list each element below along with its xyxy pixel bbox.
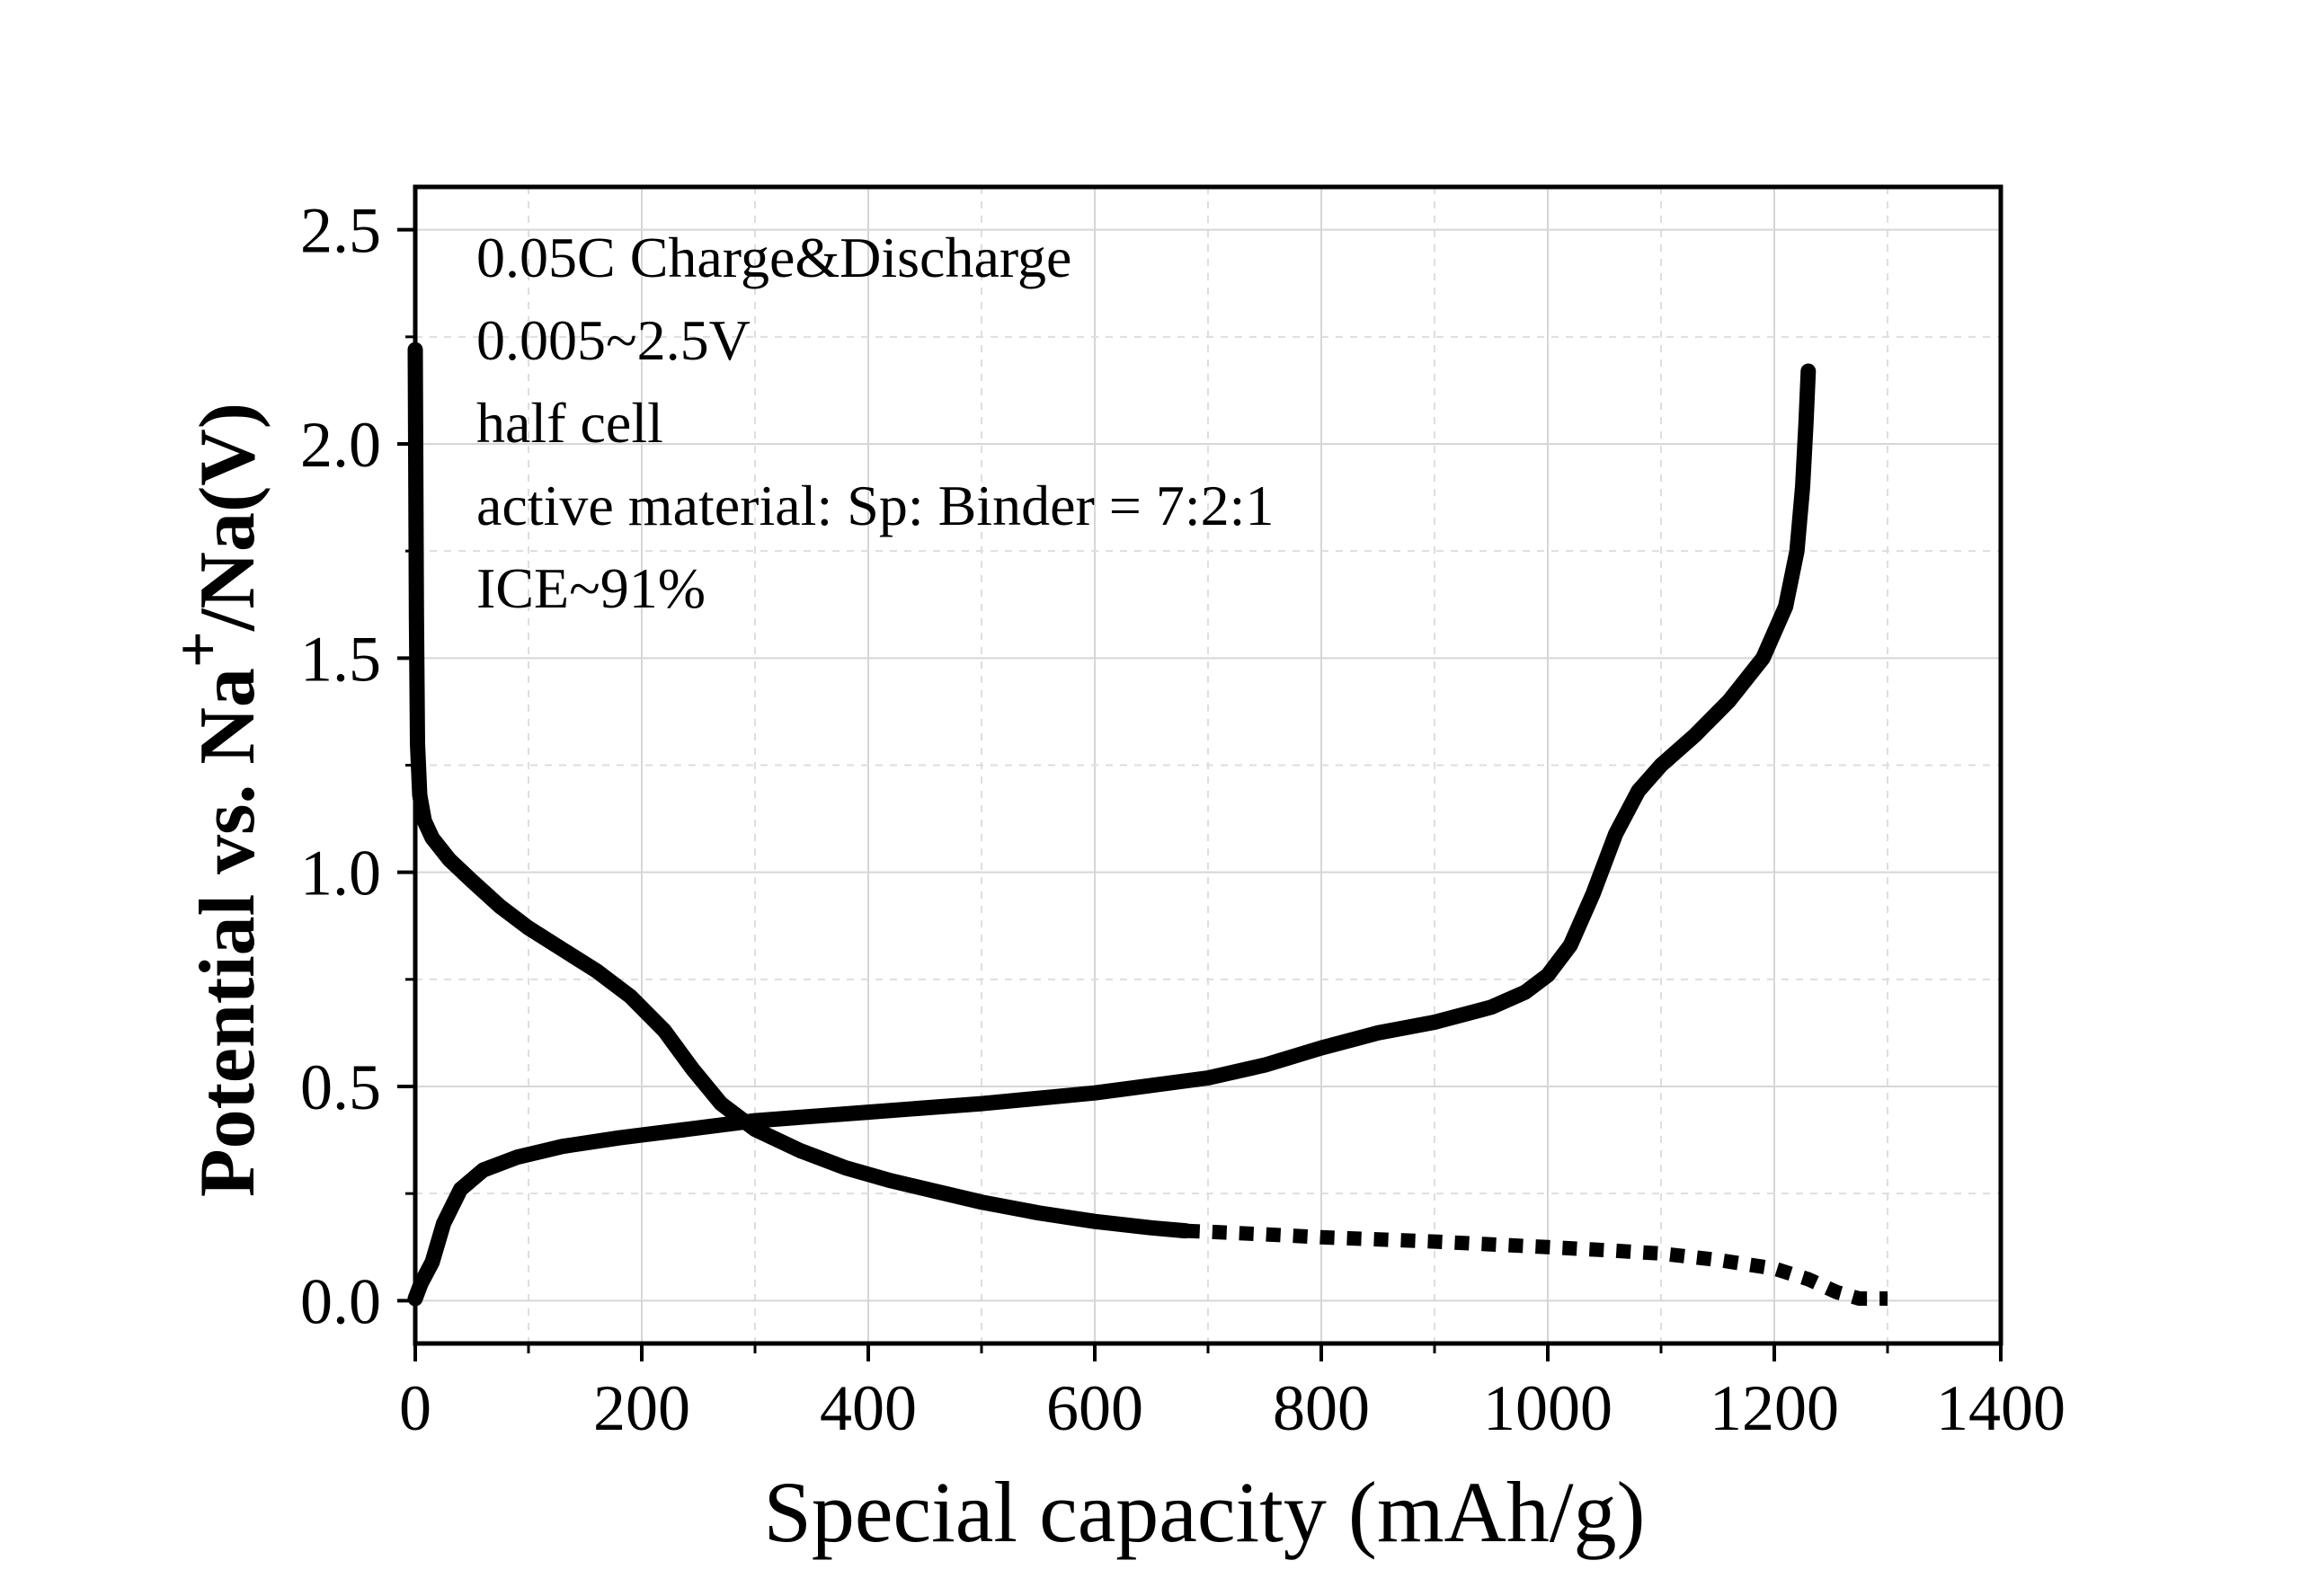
annotation-cell-type: half cell bbox=[476, 391, 663, 455]
y-tick-label: 0.5 bbox=[300, 1051, 381, 1123]
annotation-voltage-window: 0.005~2.5V bbox=[476, 308, 751, 372]
data-curve-1 bbox=[407, 341, 1194, 1239]
y-tick-label: 0.0 bbox=[300, 1265, 381, 1337]
data-curve-2 bbox=[1185, 1223, 1888, 1306]
x-tick-label: 1200 bbox=[1710, 1372, 1839, 1444]
annotation-ice: ICE~91% bbox=[476, 556, 706, 620]
y-axis-title-suffix: /Na(V) bbox=[184, 403, 271, 632]
x-tick-label: 400 bbox=[820, 1372, 917, 1444]
y-axis-title-prefix: Potential vs. Na bbox=[184, 668, 271, 1197]
x-tick-label: 200 bbox=[593, 1372, 690, 1444]
grid-layer bbox=[415, 187, 2001, 1343]
tick-layer bbox=[397, 227, 2003, 1361]
annotation-box: 0.05C Charge&Discharge 0.005~2.5V half c… bbox=[476, 226, 1274, 620]
x-tick-label: 0 bbox=[399, 1372, 431, 1444]
y-tick-label: 1.0 bbox=[300, 838, 381, 909]
y-axis-title-superscript: + bbox=[162, 631, 234, 668]
x-axis-title: Special capacity (mAh/g) bbox=[764, 1464, 1646, 1560]
y-axis-title: Potential vs. Na+/Na(V) bbox=[162, 403, 271, 1197]
y-tick-label: 1.5 bbox=[300, 623, 381, 695]
x-tick-label: 800 bbox=[1273, 1372, 1370, 1444]
y-tick-label: 2.5 bbox=[300, 195, 381, 267]
y-tick-label: 2.0 bbox=[300, 409, 381, 481]
annotation-composition: active material: Sp: Binder = 7:2:1 bbox=[476, 474, 1274, 537]
label-layer: 0 200 400 600 800 1000 1200 1400 0.0 0.5 1.0 1.5 2.0… bbox=[300, 195, 2066, 1444]
data-layer bbox=[407, 341, 1888, 1307]
x-tick-label: 1400 bbox=[1936, 1372, 2066, 1444]
x-tick-label: 600 bbox=[1046, 1372, 1143, 1444]
x-tick-label: 1000 bbox=[1483, 1372, 1612, 1444]
data-curve-3 bbox=[407, 363, 1817, 1307]
annotation-rate: 0.05C Charge&Discharge bbox=[476, 226, 1071, 289]
